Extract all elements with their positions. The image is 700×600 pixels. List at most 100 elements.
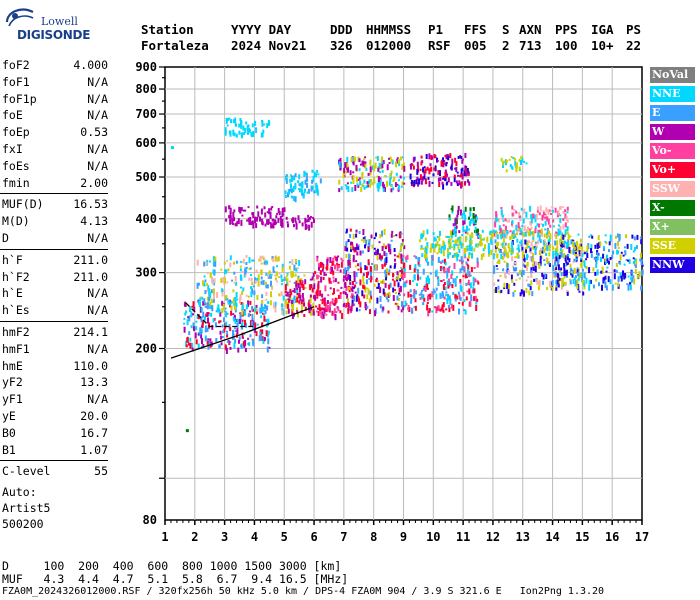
echo-point <box>294 217 297 222</box>
echo-point <box>449 252 452 256</box>
echo-point <box>555 286 558 291</box>
echo-point <box>506 230 509 235</box>
echo-point <box>240 124 243 129</box>
echo-point <box>342 173 345 179</box>
echo-point <box>213 278 216 284</box>
echo-point <box>437 170 440 176</box>
echo-point <box>228 130 231 135</box>
echo-point <box>435 308 438 314</box>
echo-point <box>604 258 607 262</box>
echo-point <box>462 243 465 247</box>
echo-point <box>345 270 347 274</box>
echo-point <box>606 258 609 263</box>
echo-point <box>531 291 534 297</box>
echo-point <box>641 271 644 277</box>
echo-point <box>391 159 394 165</box>
echo-point <box>453 253 456 257</box>
echo-point <box>483 237 486 241</box>
echo-point <box>451 158 454 165</box>
echo-point <box>352 161 355 166</box>
echo-point <box>241 291 244 295</box>
echo-point <box>355 295 358 302</box>
echo-point <box>445 291 448 294</box>
echo-point <box>191 342 194 349</box>
echo-point <box>455 180 458 184</box>
param-name: h`Es <box>2 303 30 318</box>
echo-point <box>218 320 221 324</box>
echo-point <box>451 255 454 258</box>
echo-point <box>635 245 638 250</box>
echo-point <box>451 270 454 276</box>
echo-point <box>634 269 637 274</box>
echo-point <box>235 260 238 264</box>
echo-point <box>538 212 541 216</box>
echo-point <box>205 313 208 317</box>
echo-point <box>251 282 254 285</box>
echo-point <box>352 175 355 181</box>
echo-point <box>259 331 262 335</box>
echo-point <box>232 297 235 304</box>
echo-point <box>324 285 327 292</box>
echo-point <box>520 207 523 211</box>
echo-point <box>581 252 584 257</box>
echo-point <box>430 243 433 250</box>
echo-point <box>578 275 581 279</box>
echo-point <box>332 270 335 276</box>
echo-point <box>378 241 381 244</box>
echo-point <box>514 157 517 161</box>
echo-point <box>301 222 304 227</box>
echo-point <box>558 279 561 284</box>
echo-point <box>238 123 241 128</box>
echo-point <box>602 253 605 259</box>
echo-point <box>325 273 327 276</box>
echo-point <box>306 182 308 188</box>
echo-point <box>436 159 439 162</box>
header-value-ps: 22 <box>626 38 642 53</box>
echo-point <box>432 232 435 236</box>
echo-point <box>323 271 326 276</box>
echo-point <box>298 220 301 224</box>
echo-point <box>338 188 341 193</box>
echo-point <box>391 278 394 281</box>
echo-point <box>286 278 289 283</box>
echo-point <box>340 186 343 191</box>
echo-point <box>520 231 523 236</box>
echo-point <box>497 241 500 246</box>
header-label-p1: P1 <box>428 22 444 37</box>
echo-point <box>641 264 644 267</box>
echo-point <box>348 262 351 268</box>
echo-point <box>389 265 392 269</box>
echo-point <box>589 279 592 284</box>
echo-point <box>204 316 206 321</box>
echo-point <box>545 207 548 213</box>
echo-point <box>384 186 386 192</box>
echo-point <box>576 285 579 289</box>
echo-point <box>365 279 368 285</box>
echo-point <box>511 246 514 253</box>
echo-point <box>509 164 512 168</box>
echo-point <box>366 272 368 278</box>
echo-point <box>321 307 324 311</box>
echo-point <box>243 344 246 348</box>
echo-point <box>210 298 213 301</box>
echo-point <box>282 213 285 216</box>
echo-point <box>570 271 573 274</box>
echo-point <box>539 247 542 251</box>
echo-point <box>227 118 230 121</box>
echo-point <box>247 129 249 135</box>
echo-point <box>244 271 247 277</box>
echo-point <box>263 261 266 265</box>
echo-point <box>459 296 462 301</box>
echo-point <box>300 278 303 281</box>
echo-point <box>539 231 541 238</box>
echo-point <box>639 236 642 239</box>
echo-point <box>285 216 288 220</box>
echo-point <box>449 238 452 242</box>
echo-point <box>422 247 425 250</box>
echo-point <box>503 255 506 259</box>
echo-point <box>242 125 245 131</box>
echo-point <box>365 185 368 189</box>
echo-point <box>495 242 498 248</box>
echo-point <box>352 233 355 239</box>
echo-point <box>495 217 498 223</box>
